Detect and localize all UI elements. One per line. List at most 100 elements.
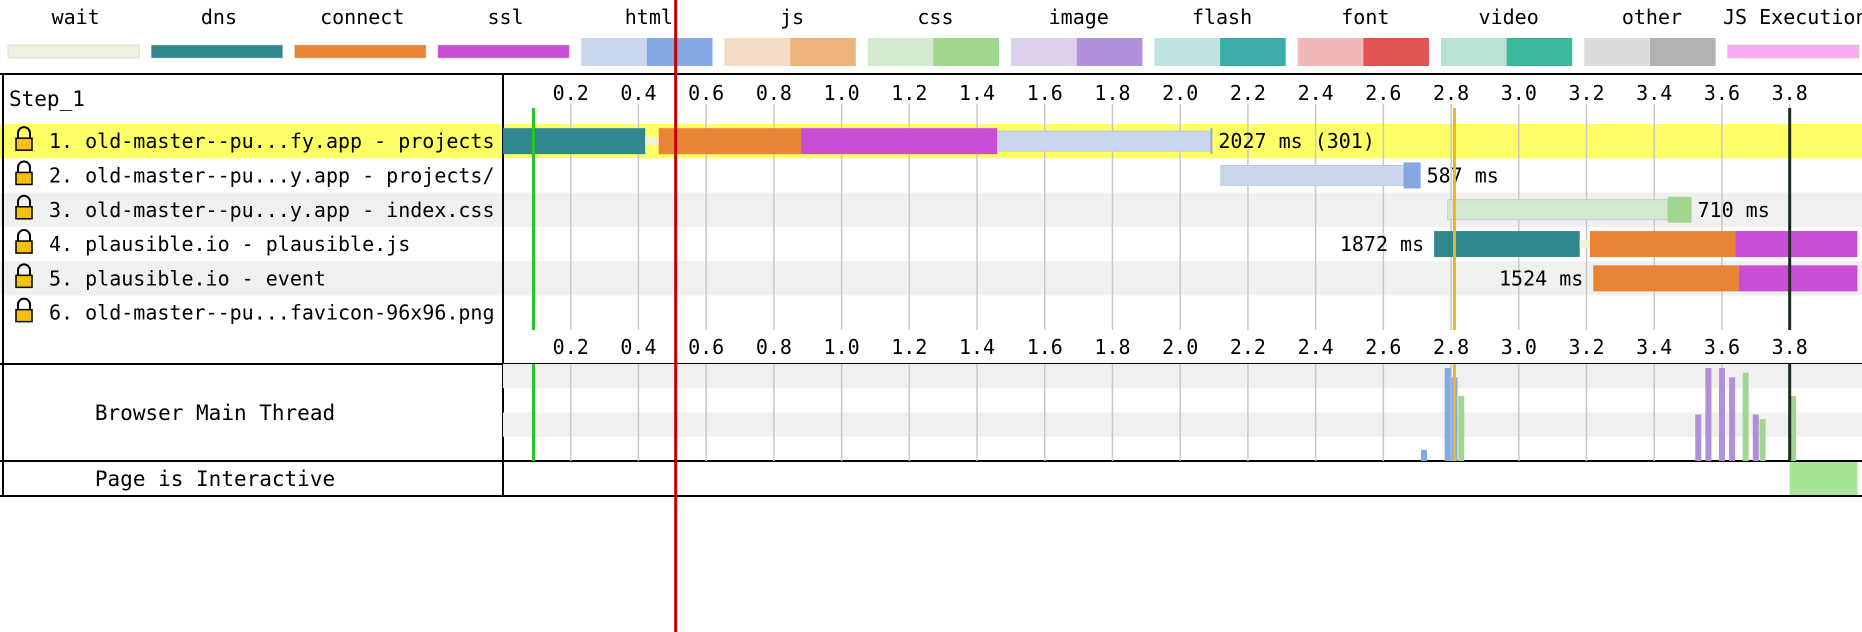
legend-label-css: css [917,5,953,29]
bar-segment-html_wait [996,130,1212,152]
bar-segment-dns [503,128,646,155]
thread-activity-spike [1420,449,1427,461]
tick-label-top: 3.2 [1568,81,1604,105]
tick-label-bottom: 3.4 [1636,335,1672,359]
bar-segment-html_recv [1210,128,1213,155]
request-label: 1. old-master--pu...fy.app - projects [49,129,495,153]
tick-label-top: 1.8 [1094,81,1130,105]
legend-label-js: js [780,5,804,29]
tick-label-bottom: 0.4 [620,335,656,359]
bar-segment-ssl [1738,265,1858,292]
legend-swatch-html-recv [646,38,713,66]
main-thread-bands [503,364,1862,437]
legend-swatch-js-wait [724,38,791,66]
tick-label-top: 2.6 [1365,81,1401,105]
legend-swatch-js-execution [1727,44,1860,59]
bar-segment-ssl [800,128,998,155]
lock-icon [15,229,33,254]
thread-activity-spike [1752,414,1759,461]
timing-label: 587 ms [1427,163,1499,187]
legend-label-other: other [1622,5,1682,29]
row-background-5 [0,261,1862,296]
legend-swatch-wait [7,44,140,59]
request-rows: 1. old-master--pu...fy.app - projects 2. … [15,126,495,325]
thread-activity-spike [1458,395,1465,461]
legend-swatch-flash-recv [1220,38,1286,66]
timing-label: 1872 ms [1340,232,1424,256]
timeline-markers [531,0,1792,632]
legend-swatch-image-wait [1011,38,1077,66]
thread-activity-spike [1705,368,1712,461]
lock-icon [15,160,33,186]
tick-label-bottom: 1.0 [824,335,860,359]
tick-label-bottom: 2.0 [1162,335,1198,359]
tick-label-top: 0.4 [620,81,656,105]
lock-icon [15,126,33,151]
tick-label-bottom: 3.0 [1501,335,1537,359]
legend-swatch-other-recv [1649,38,1716,66]
tick-label-top: 1.4 [959,81,995,105]
bar-segment-connect [1589,231,1736,258]
tick-label-top: 1.6 [1027,81,1063,105]
tick-label-top: 0.8 [756,81,792,105]
legend-swatch-connect [294,44,427,59]
legend-label-wait: wait [52,5,100,29]
tick-label-top: 2.8 [1433,81,1469,105]
legend-swatch-html-wait [581,38,647,66]
legend-swatch-js-recv [790,38,856,66]
tick-label-bottom: 1.2 [891,335,927,359]
main-thread-label: Browser Main Thread [95,401,335,425]
thread-activity-spike [1759,419,1766,461]
timing-label: 710 ms [1697,198,1769,222]
tick-label-bottom: 0.8 [756,335,792,359]
chart-frames [0,73,1862,497]
tick-label-bottom: 2.6 [1365,335,1401,359]
legend-label-js-execution: JS Execution [1723,5,1862,29]
tick-label-bottom: 1.4 [959,335,995,359]
interactive-span [1789,462,1858,495]
thread-activity-spike [1790,395,1797,461]
tick-label-top: 0.2 [553,81,589,105]
tick-label-bottom: 3.2 [1568,335,1604,359]
legend-swatch-css-recv [933,38,1000,66]
legend-swatch-dns [151,44,283,59]
bar-segment-css_wait [1447,199,1669,221]
bar-segment-wait [645,137,659,146]
interactive-label: Page is Interactive [95,467,335,491]
legend-swatch-video-recv [1506,38,1573,66]
legend-swatch-font-recv [1363,38,1429,66]
bar-segment-dns [1434,231,1580,258]
tick-label-bottom: 0.2 [553,335,589,359]
request-label: 6. old-master--pu...favicon-96x96.png [49,301,495,325]
tick-label-bottom: 3.8 [1772,335,1808,359]
lock-icon [15,194,33,220]
bar-segment-connect [658,128,801,155]
thread-activity-spike [1742,372,1749,461]
interactive-spans [1789,462,1858,495]
request-label: 2. old-master--pu...y.app - projects/ [49,163,495,187]
tick-label-top: 1.0 [824,81,860,105]
tick-label-top: 2.2 [1230,81,1266,105]
legend-swatch-video-wait [1441,38,1507,66]
tick-label-top: 2.4 [1298,81,1334,105]
lock-icon [15,263,33,289]
timing-label: 1524 ms [1499,266,1583,290]
legend-label-flash: flash [1192,5,1252,29]
timing-label: 2027 ms (301) [1218,129,1375,153]
legend-swatch-image-recv [1076,38,1143,66]
step-label: Step_1 [9,87,85,111]
legend-swatch-flash-wait [1154,38,1221,66]
tick-label-top: 3.4 [1636,81,1672,105]
legend: wait dns connect ssl html js css image flash font… [7,5,1862,66]
tick-label-top: 3.0 [1501,81,1537,105]
legend-label-dns: dns [201,5,237,29]
bar-segment-ssl [1735,231,1858,258]
tick-label-bottom: 2.8 [1433,335,1469,359]
bar-segment-css_recv [1667,196,1692,223]
legend-label-font: font [1341,5,1389,29]
legend-swatch-css-wait [867,38,934,66]
tick-label-top: 0.6 [688,81,724,105]
tick-label-bottom: 1.6 [1027,335,1063,359]
request-label: 3. old-master--pu...y.app - index.css [49,198,495,222]
